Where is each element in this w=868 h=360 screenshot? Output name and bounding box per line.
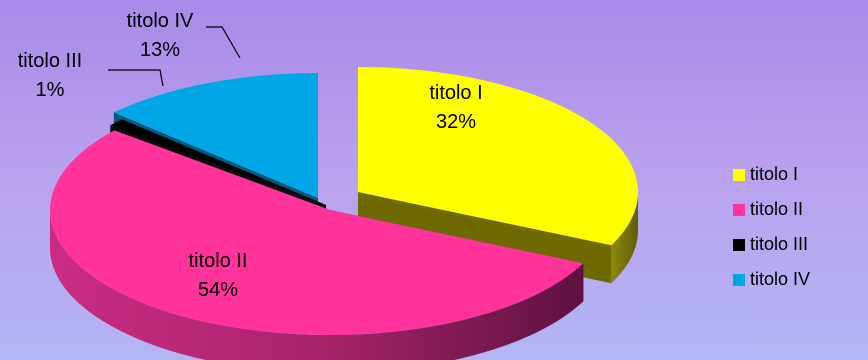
legend-label: titolo II xyxy=(750,199,804,219)
legend-item: titolo II xyxy=(733,192,810,227)
data-label-titolo-iii: titolo III 1% xyxy=(18,50,82,101)
legend-swatch-titolo-iii xyxy=(733,238,745,251)
legend-swatch-titolo-iv xyxy=(733,273,745,286)
legend-item: titolo I xyxy=(733,157,810,192)
data-label-titolo-iv: titolo IV 13% xyxy=(127,10,194,61)
slice-top xyxy=(113,73,318,198)
legend-item: titolo IV xyxy=(733,262,810,297)
legend-label: titolo I xyxy=(750,164,799,184)
legend-item: titolo III xyxy=(733,227,810,262)
slice-top xyxy=(49,130,584,335)
data-label-titolo-i: titolo I 32% xyxy=(429,82,482,133)
chart-legend: titolo I titolo II titolo III titolo IV xyxy=(733,157,810,297)
slice-rim xyxy=(611,192,638,284)
legend-label: titolo III xyxy=(750,234,809,254)
leader-line xyxy=(108,69,164,87)
slice-top xyxy=(358,67,638,246)
slice-top xyxy=(110,119,327,205)
legend-swatch-titolo-i xyxy=(733,168,745,181)
legend-swatch-titolo-ii xyxy=(733,203,745,216)
leader-line xyxy=(206,26,241,59)
legend-label: titolo IV xyxy=(750,269,811,289)
slice-rim xyxy=(50,210,584,360)
pie-slice-titolo-ii xyxy=(49,130,584,360)
data-label-titolo-ii: titolo II 54% xyxy=(189,250,248,301)
